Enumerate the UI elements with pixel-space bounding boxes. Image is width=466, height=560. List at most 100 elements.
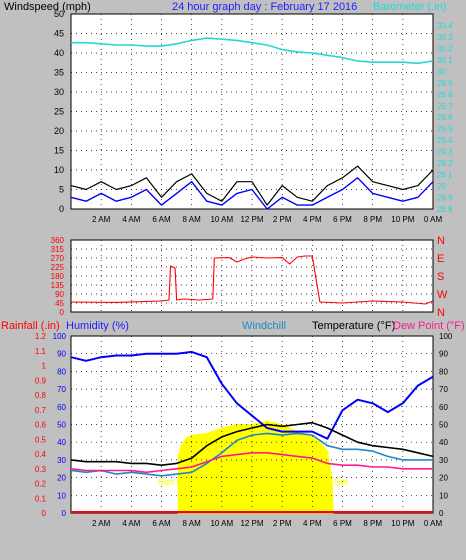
x-tick-label: 10 PM [391,519,414,528]
rainfall-tick-label: 0.5 [35,435,47,444]
rainfall-axis-title: Rainfall (.in) [1,320,60,332]
windspeed-tick-label: 0 [59,204,64,214]
graph-title: 24 hour graph day : February 17 2016 [172,1,357,13]
sunrise-label: Sun Rise [158,477,195,487]
rainfall-tick-label: 0.8 [35,391,47,400]
barometer-tick-label: 30.2 [437,44,453,53]
humidity-tick-label: 40 [57,438,66,447]
temperature-tick-label: 40 [439,438,448,447]
direction-degree-label: 315 [51,245,65,254]
compass-label: E [437,253,444,265]
windspeed-axis-title: Windspeed (mph) [4,1,91,13]
barometer-tick-label: 28.9 [437,194,453,203]
humidity-ticks: 0 10 20 30 40 50 60 70 80 90 100 [53,332,67,518]
temperature-legend: Temperature (°F) [312,320,395,332]
rainfall-tick-label: 0.1 [35,494,47,503]
temperature-tick-label: 0 [439,509,444,518]
barometer-tick-label: 29 [437,182,446,191]
direction-degree-label: 180 [51,272,65,281]
windspeed-tick-label: 15 [54,146,64,156]
rainfall-tick-label: 0 [42,509,47,518]
x-tick-label: 4 AM [122,519,141,528]
x-tick-label: 8 AM [183,215,202,224]
barometer-tick-label: 29.3 [437,148,453,157]
windspeed-ticks: 0 5 10 15 20 25 30 35 40 45 50 [54,9,64,214]
windspeed-tick-label: 20 [54,126,64,136]
wind-x-ticks: 2 AM 4 AM 6 AM 8 AM 10 AM 12 PM 2 PM 4 PM 6 PM 8 … [92,215,442,224]
windspeed-tick-label: 25 [54,107,64,117]
windchill-legend: Windchill [242,320,286,332]
wind-direction-line [70,255,434,305]
windspeed-tick-label: 10 [54,165,64,175]
direction-degree-label: 225 [51,263,65,272]
x-tick-label: 2 AM [92,215,111,224]
rainfall-tick-label: 0.2 [35,480,47,489]
x-tick-label: 10 AM [210,215,233,224]
barometer-tick-label: 29.1 [437,171,453,180]
barometer-tick-label: 29.9 [437,79,453,88]
direction-degree-label: 90 [55,290,64,299]
windspeed-tick-label: 40 [54,48,64,58]
rainfall-tick-label: 0.6 [35,421,47,430]
temperature-tick-label: 50 [439,421,448,430]
humidity-axis-title: Humidity (%) [66,320,129,332]
humidity-tick-label: 70 [57,385,66,394]
wind-baro-grid [71,14,433,209]
solar-fill [177,420,334,514]
humidity-tick-label: 60 [57,403,66,412]
x-tick-label: 10 PM [391,215,414,224]
temperature-tick-label: 70 [439,385,448,394]
wind-baro-series [70,37,434,210]
humidity-tick-label: 10 [57,491,66,500]
wind-average-line [70,177,434,210]
x-tick-label: 2 PM [273,519,292,528]
direction-degree-label: 0 [60,308,65,317]
x-tick-label: 4 AM [122,215,141,224]
dewpoint-line [70,451,433,474]
humidity-tick-label: 90 [57,350,66,359]
x-tick-label: 6 PM [333,519,352,528]
x-tick-label: 0 AM [424,519,443,528]
x-tick-label: 6 AM [152,215,171,224]
x-tick-label: 6 PM [333,215,352,224]
wind-direction-series [70,255,434,305]
humidity-line [70,350,434,440]
barometer-axis-title: Barometer (.in) [373,1,446,13]
barometer-tick-label: 29.7 [437,102,453,111]
x-tick-label: 4 PM [303,519,322,528]
barometer-tick-label: 30.4 [437,21,453,30]
humidity-tick-label: 100 [53,332,67,341]
barometer-tick-label: 29.8 [437,90,453,99]
barometer-tick-label: 30.3 [437,33,453,42]
sunset-label: Set [334,477,348,487]
temperature-tick-label: 60 [439,403,448,412]
compass-label: S [437,271,444,283]
barometer-line [71,37,434,65]
rainfall-tick-label: 1 [42,362,47,371]
x-tick-label: 2 AM [92,519,111,528]
rainfall-tick-label: 0.7 [35,406,47,415]
windspeed-tick-label: 50 [54,9,64,19]
humidity-tick-label: 80 [57,367,66,376]
temperature-ticks: 0 10 20 30 40 50 60 70 80 90 100 [439,332,453,518]
barometer-tick-label: 30 [437,67,446,76]
barometer-tick-label: 29.2 [437,159,453,168]
temperature-tick-label: 80 [439,367,448,376]
temperature-tick-label: 100 [439,332,453,341]
temperature-tick-label: 10 [439,491,448,500]
compass-label: W [437,289,448,301]
wind-direction-grid [71,240,433,312]
humidity-tick-label: 20 [57,474,66,483]
direction-degree-label: 45 [55,299,64,308]
x-tick-label: 0 AM [424,215,443,224]
barometer-tick-label: 28.8 [437,205,453,214]
compass-label: N [437,307,445,319]
temperature-line [70,421,434,467]
rainfall-tick-label: 1.1 [35,347,47,356]
rainfall-tick-label: 0.4 [35,450,47,459]
temperature-tick-label: 30 [439,456,448,465]
humidity-tick-label: 30 [57,456,66,465]
